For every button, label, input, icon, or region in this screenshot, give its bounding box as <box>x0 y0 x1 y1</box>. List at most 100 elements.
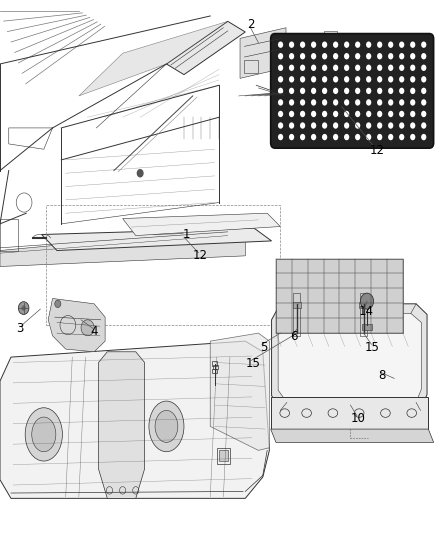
Circle shape <box>410 87 415 94</box>
Polygon shape <box>272 304 427 410</box>
Text: 4: 4 <box>90 325 98 338</box>
Circle shape <box>355 134 360 140</box>
Circle shape <box>377 87 382 94</box>
Circle shape <box>289 111 294 117</box>
Text: 8: 8 <box>378 369 385 382</box>
Bar <box>360 293 367 336</box>
Circle shape <box>311 111 316 117</box>
Circle shape <box>399 134 404 140</box>
Polygon shape <box>48 298 105 352</box>
Bar <box>212 369 217 373</box>
Circle shape <box>311 53 316 60</box>
Circle shape <box>421 111 426 117</box>
Circle shape <box>300 42 305 48</box>
Circle shape <box>289 76 294 83</box>
Circle shape <box>355 99 360 106</box>
Circle shape <box>377 123 382 128</box>
Polygon shape <box>210 333 269 450</box>
Circle shape <box>410 134 415 140</box>
Circle shape <box>300 111 305 117</box>
Circle shape <box>388 53 393 60</box>
Polygon shape <box>271 429 434 442</box>
Polygon shape <box>123 213 280 236</box>
Circle shape <box>322 134 327 140</box>
Circle shape <box>421 76 426 83</box>
Circle shape <box>278 111 283 117</box>
Text: 12: 12 <box>193 249 208 262</box>
Circle shape <box>388 111 393 117</box>
Circle shape <box>344 76 349 83</box>
Circle shape <box>278 99 283 106</box>
Bar <box>362 324 372 330</box>
Circle shape <box>333 76 338 83</box>
Circle shape <box>410 42 415 48</box>
Circle shape <box>399 53 404 60</box>
Circle shape <box>410 53 415 60</box>
Circle shape <box>333 87 338 94</box>
Bar <box>276 259 403 333</box>
Polygon shape <box>240 28 286 78</box>
Circle shape <box>278 42 283 48</box>
Circle shape <box>421 87 426 94</box>
Circle shape <box>388 99 393 106</box>
Circle shape <box>399 64 404 71</box>
Circle shape <box>377 111 382 117</box>
Circle shape <box>333 53 338 60</box>
Circle shape <box>311 64 316 71</box>
Text: 3: 3 <box>17 322 24 335</box>
Bar <box>46 205 280 325</box>
Circle shape <box>300 53 305 60</box>
Circle shape <box>289 64 294 71</box>
Circle shape <box>278 123 283 128</box>
Circle shape <box>333 111 338 117</box>
Circle shape <box>278 53 283 60</box>
Circle shape <box>278 134 283 140</box>
Circle shape <box>355 87 360 94</box>
Circle shape <box>355 42 360 48</box>
Bar <box>359 302 368 308</box>
Circle shape <box>410 64 415 71</box>
Bar <box>213 365 218 369</box>
Polygon shape <box>271 397 428 429</box>
Circle shape <box>333 42 338 48</box>
Text: 12: 12 <box>370 144 385 157</box>
Circle shape <box>278 87 283 94</box>
Polygon shape <box>0 229 245 266</box>
Circle shape <box>366 99 371 106</box>
Bar <box>217 448 230 464</box>
Circle shape <box>333 134 338 140</box>
Circle shape <box>322 111 327 117</box>
Circle shape <box>21 305 26 311</box>
Circle shape <box>322 87 327 94</box>
Circle shape <box>333 99 338 106</box>
Circle shape <box>322 76 327 83</box>
Circle shape <box>421 134 426 140</box>
Bar <box>212 361 217 366</box>
Circle shape <box>344 99 349 106</box>
Text: 1: 1 <box>182 228 190 241</box>
Ellipse shape <box>149 401 184 451</box>
Polygon shape <box>99 352 145 498</box>
Circle shape <box>322 53 327 60</box>
Circle shape <box>355 76 360 83</box>
Text: 10: 10 <box>351 412 366 425</box>
Circle shape <box>377 76 382 83</box>
Circle shape <box>388 64 393 71</box>
Circle shape <box>355 111 360 117</box>
Circle shape <box>311 134 316 140</box>
Circle shape <box>322 123 327 128</box>
Circle shape <box>311 123 316 128</box>
Circle shape <box>278 64 283 71</box>
Circle shape <box>421 99 426 106</box>
Circle shape <box>399 123 404 128</box>
Circle shape <box>366 53 371 60</box>
Circle shape <box>421 42 426 48</box>
Circle shape <box>344 123 349 128</box>
Circle shape <box>300 76 305 83</box>
Circle shape <box>366 76 371 83</box>
Circle shape <box>377 42 382 48</box>
Circle shape <box>410 99 415 106</box>
Circle shape <box>360 293 374 309</box>
Bar <box>324 31 337 47</box>
Bar <box>293 293 300 336</box>
